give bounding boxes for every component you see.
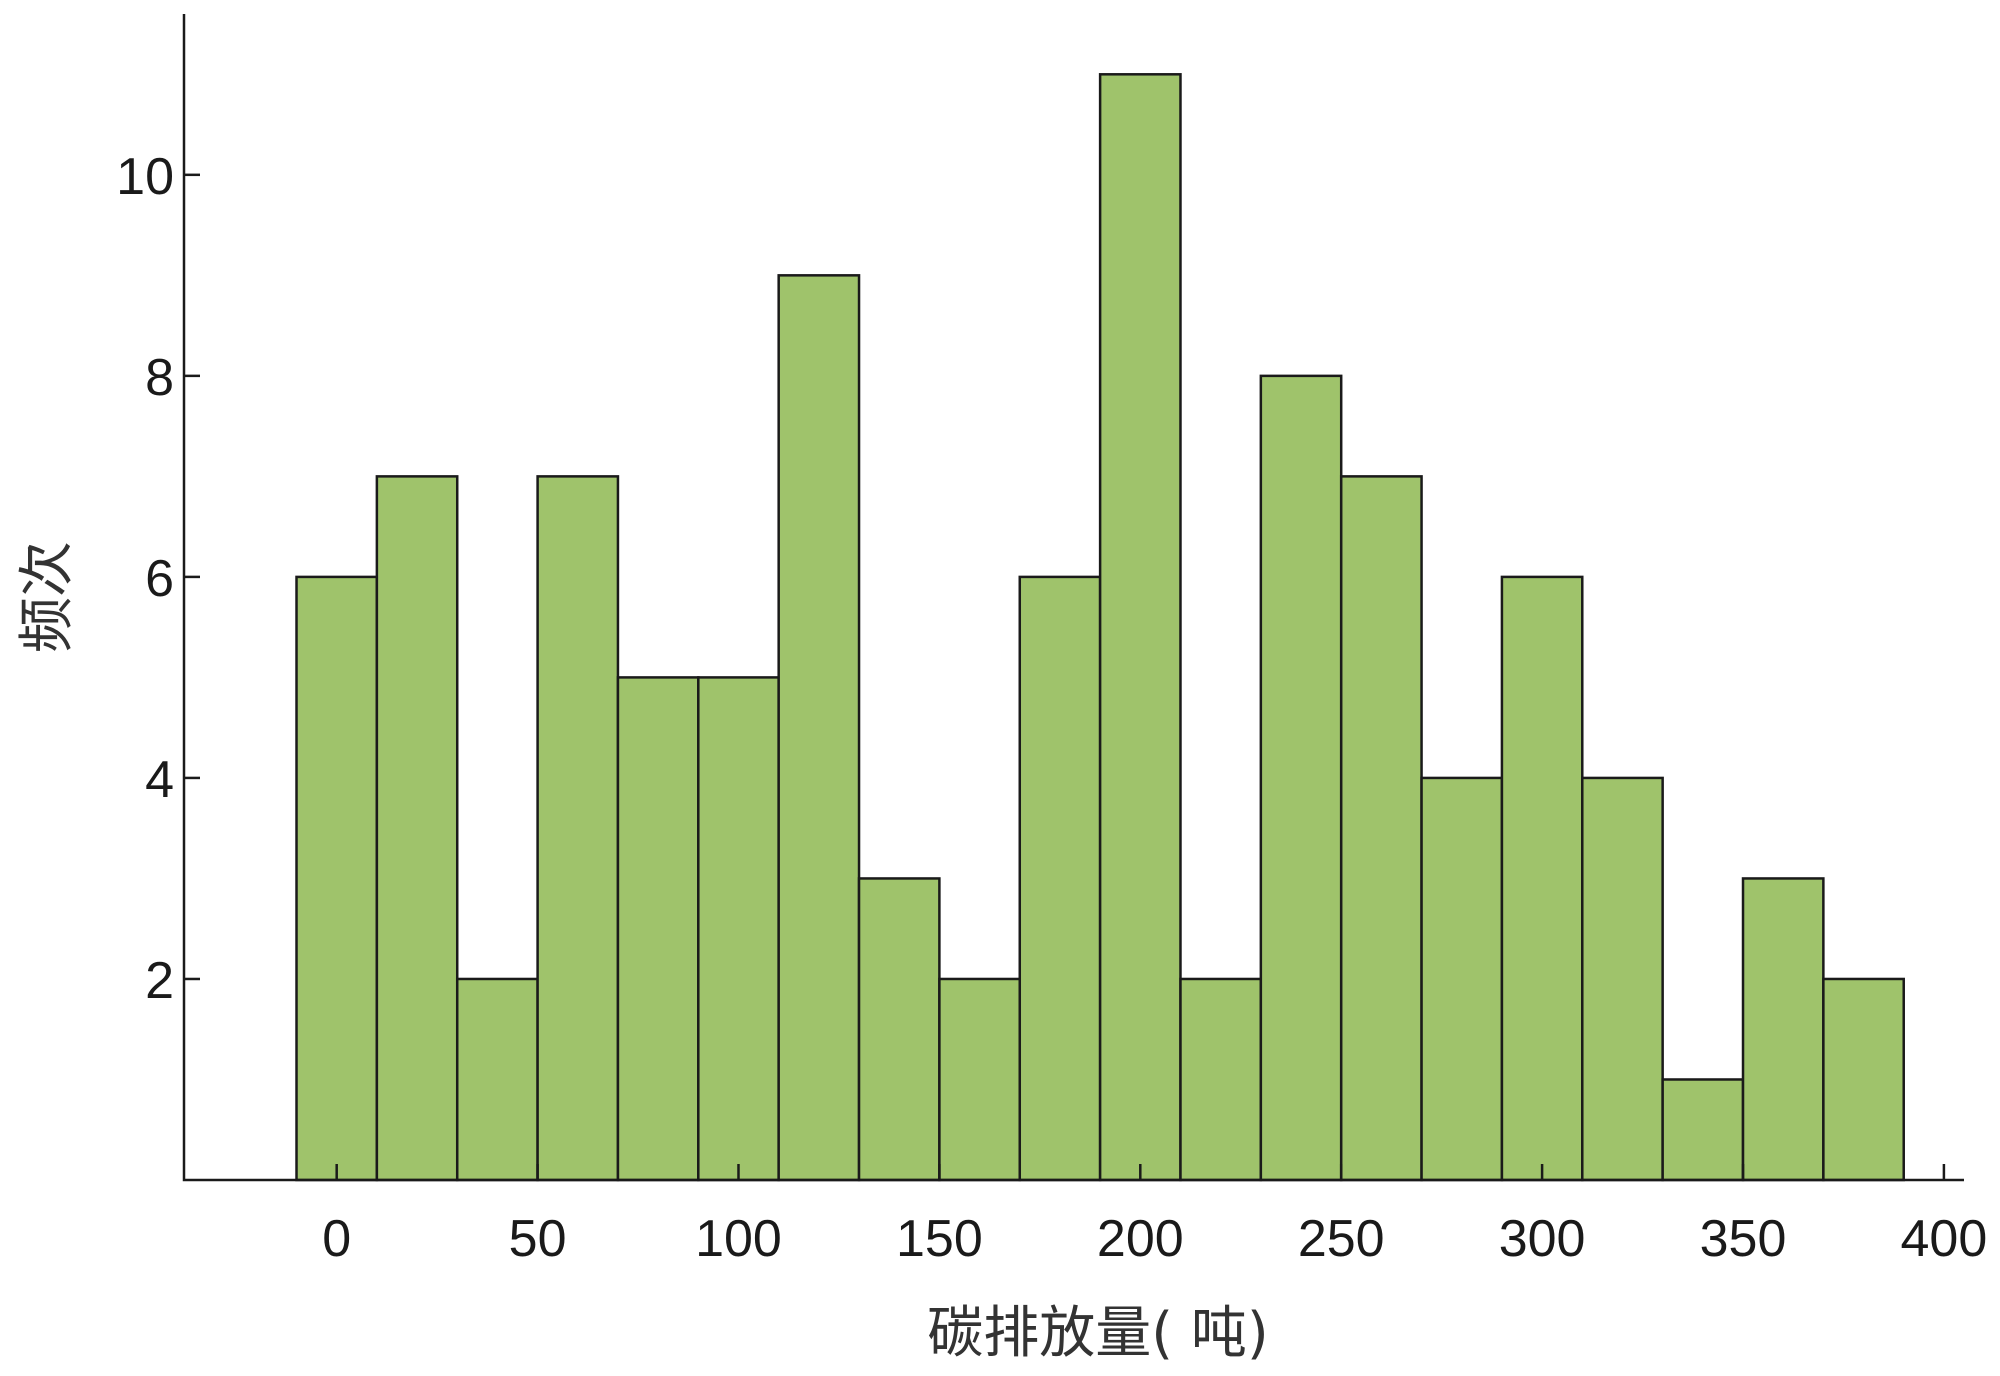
y-tick-label: 2 (145, 952, 174, 1010)
histogram-bar (1179, 977, 1263, 1182)
x-tick-label: 0 (322, 1210, 351, 1268)
x-tick-label: 300 (1499, 1210, 1586, 1268)
y-tick-label: 8 (145, 349, 174, 407)
histogram-bar (1581, 776, 1664, 1182)
histogram-bar (1661, 1078, 1745, 1182)
histogram-bar (1822, 977, 1905, 1182)
y-tick-label: 6 (145, 550, 174, 608)
y-ticks-layer: 2 4 6 8 10 (116, 148, 200, 1010)
histogram-bar (295, 575, 379, 1182)
x-tick-label: 350 (1700, 1210, 1787, 1268)
histogram-bar (536, 475, 620, 1182)
histogram-bar (455, 977, 539, 1182)
x-tick-label: 400 (1901, 1210, 1988, 1268)
histogram-bar (1741, 877, 1825, 1182)
histogram-bar (857, 877, 941, 1182)
histogram-bar (697, 676, 780, 1182)
y-tick-label: 10 (116, 148, 174, 206)
histogram-bar (777, 274, 861, 1182)
x-tick-label: 150 (896, 1210, 983, 1268)
histogram-bar (938, 977, 1022, 1182)
histogram-bar (1259, 374, 1343, 1182)
histogram-bar (375, 475, 459, 1182)
histogram-bar (1018, 575, 1102, 1182)
x-ticks-layer: 0 50 100 150 200 250 300 350 400 (322, 1164, 1987, 1268)
x-tick-label: 50 (509, 1210, 567, 1268)
axes-layer (182, 14, 1964, 1182)
histogram-bar (1500, 575, 1584, 1182)
histogram-bar (1339, 475, 1423, 1182)
axes-frame (182, 14, 1964, 1182)
y-axis-label: 频次 (15, 541, 80, 653)
y-tick-label: 4 (145, 751, 174, 809)
bars-layer (295, 73, 1905, 1182)
histogram-bar (1098, 73, 1182, 1182)
x-tick-label: 250 (1298, 1210, 1385, 1268)
histogram-bar (616, 676, 700, 1182)
histogram-bar (1420, 776, 1504, 1182)
x-axis-label: 碳排放量( 吨) (927, 1301, 1269, 1366)
x-tick-label: 200 (1097, 1210, 1184, 1268)
x-tick-label: 100 (695, 1210, 782, 1268)
